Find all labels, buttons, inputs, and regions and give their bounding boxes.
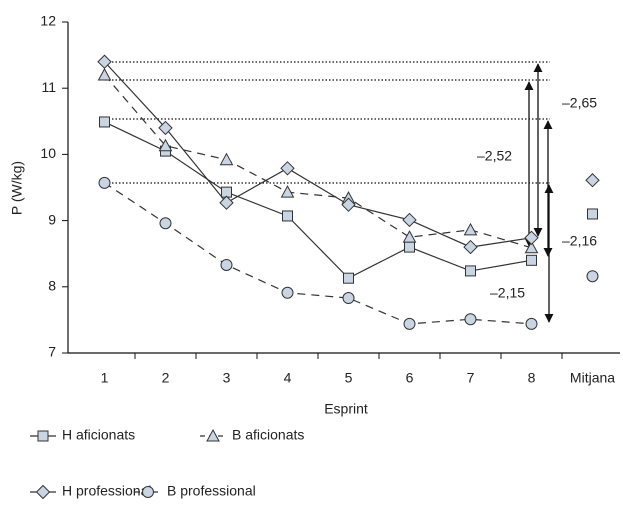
- marker: [585, 173, 600, 188]
- x-tick-label: 3: [223, 370, 231, 386]
- marker: [280, 185, 295, 198]
- marker: [219, 152, 234, 166]
- marker: [586, 270, 599, 283]
- marker: [403, 317, 416, 330]
- x-tick-label: 2: [162, 370, 170, 386]
- marker: [158, 138, 173, 152]
- marker: [404, 241, 415, 253]
- legend-label: H professional: [62, 483, 152, 499]
- marker: [402, 212, 417, 228]
- legend-item: B aficionats: [200, 427, 304, 443]
- x-axis-label: Esprint: [324, 401, 368, 417]
- marker: [341, 197, 356, 212]
- x-tick-label: 8: [528, 370, 536, 386]
- x-tick-label: 1: [101, 370, 109, 386]
- marker: [281, 286, 294, 299]
- marker: [219, 195, 234, 210]
- legend-marker: [206, 428, 220, 442]
- marker: [159, 217, 172, 230]
- series-line: [104, 121, 532, 279]
- marker: [158, 120, 173, 136]
- legend-label: B professional: [167, 483, 256, 499]
- annotation: –2,15: [490, 285, 525, 301]
- marker: [98, 176, 111, 189]
- marker: [587, 208, 598, 220]
- annotation: –2,65: [562, 95, 597, 111]
- series-line: [104, 182, 532, 325]
- marker: [463, 222, 478, 236]
- marker: [465, 265, 476, 277]
- marker: [402, 230, 417, 243]
- marker: [280, 161, 295, 176]
- marker: [463, 239, 478, 255]
- y-tick-label: 7: [48, 344, 56, 360]
- x-tick-label: 4: [284, 370, 292, 386]
- y-tick-label: 8: [48, 278, 56, 294]
- y-tick-label: 12: [40, 13, 56, 29]
- marker: [97, 54, 112, 69]
- marker: [220, 258, 233, 271]
- legend-item: H professional: [30, 483, 152, 500]
- marker: [464, 313, 477, 326]
- marker: [524, 240, 539, 254]
- x-tick-label: Mitjana: [570, 370, 615, 386]
- marker: [342, 292, 355, 305]
- annotation: –2,16: [562, 233, 597, 249]
- y-tick-label: 11: [41, 79, 56, 95]
- annotation: –2,52: [477, 148, 512, 164]
- x-tick-label: 7: [467, 370, 475, 386]
- x-tick-label: 5: [345, 370, 353, 386]
- legend-marker: [37, 430, 49, 442]
- y-axis-label: P (W/kg): [9, 161, 25, 215]
- y-tick-label: 10: [40, 145, 56, 161]
- marker: [526, 254, 537, 266]
- y-tick-label: 9: [48, 211, 56, 227]
- legend-item: B professional: [135, 483, 256, 499]
- legend-marker: [35, 484, 51, 500]
- legend-item: H aficionats: [30, 427, 135, 443]
- legend-marker: [142, 486, 154, 498]
- marker: [282, 210, 293, 222]
- series-line: [104, 61, 532, 248]
- marker: [99, 116, 110, 128]
- series-line: [104, 74, 532, 249]
- reference-lines: [105, 61, 554, 323]
- legend-label: H aficionats: [62, 427, 135, 443]
- x-tick-label: 6: [406, 370, 414, 386]
- marker: [97, 67, 112, 81]
- marker: [343, 272, 354, 284]
- marker: [525, 317, 538, 330]
- marker: [524, 230, 539, 246]
- legend-label: B aficionats: [232, 427, 304, 443]
